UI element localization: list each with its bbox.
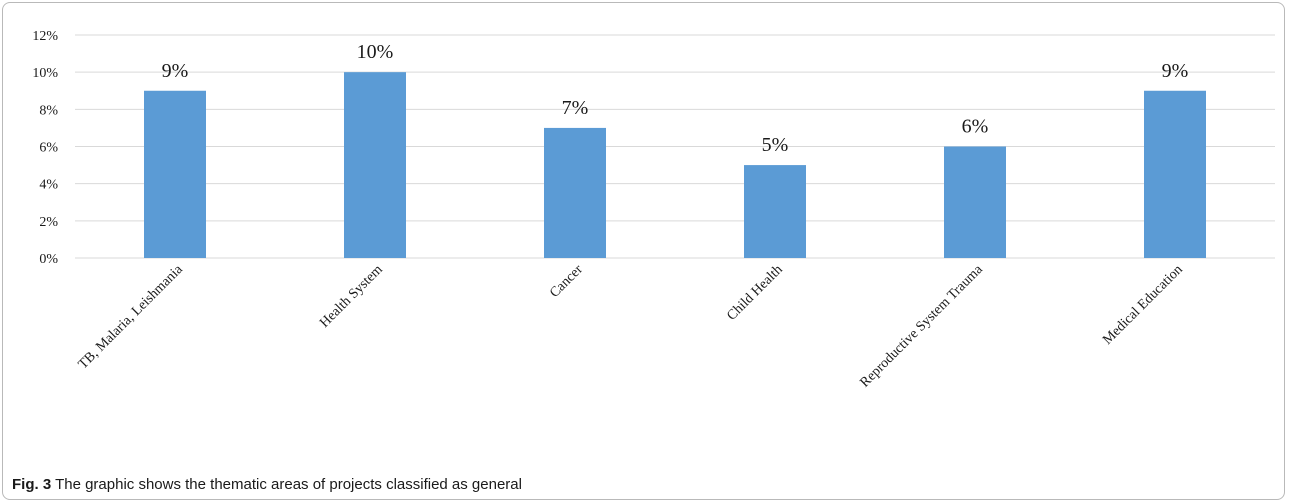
y-tick-label: 10% [32, 66, 58, 81]
x-category-label: Health System [317, 262, 386, 331]
bar [944, 146, 1006, 258]
data-label: 6% [962, 116, 989, 138]
figure-number: Fig. 3 [12, 476, 52, 493]
data-label: 9% [162, 60, 189, 82]
data-label: 10% [357, 41, 394, 63]
bars [144, 72, 1206, 259]
x-category-label: Child Health [724, 262, 785, 323]
data-label: 9% [1162, 60, 1189, 82]
bar [344, 72, 406, 259]
data-label: 5% [762, 134, 789, 156]
y-tick-label: 8% [39, 103, 58, 118]
caption-text: The graphic shows the thematic areas of … [51, 476, 522, 493]
x-category-label: Reproductive System Trauma [858, 262, 987, 391]
y-tick-label: 0% [39, 252, 58, 267]
bar [1144, 90, 1206, 258]
x-category-label: Medical Education [1100, 262, 1186, 348]
y-tick-label: 4% [39, 178, 58, 193]
figure-caption: Fig. 3 The graphic shows the thematic ar… [12, 476, 522, 493]
bar-chart: 0% 2% 4% 6% 8% 10% 12% 9% 10% 7% 5% 6% 9% TB, Malar… [32, 29, 1275, 391]
y-tick-label: 2% [39, 215, 58, 230]
y-axis-tick-labels: 0% 2% 4% 6% 8% 10% 12% [32, 29, 58, 267]
x-category-label: Cancer [547, 262, 586, 301]
y-tick-label: 6% [39, 141, 58, 156]
gridlines [75, 34, 1275, 259]
y-tick-label: 12% [32, 29, 58, 44]
bar [544, 127, 606, 259]
bar [144, 90, 206, 258]
bar [744, 165, 806, 258]
data-label: 7% [562, 97, 589, 119]
x-category-label: TB, Malaria, Leishmania [76, 262, 187, 373]
x-axis-category-labels: TB, Malaria, Leishmania Health System Canc… [76, 262, 1186, 391]
data-labels: 9% 10% 7% 5% 6% 9% [162, 41, 1189, 156]
